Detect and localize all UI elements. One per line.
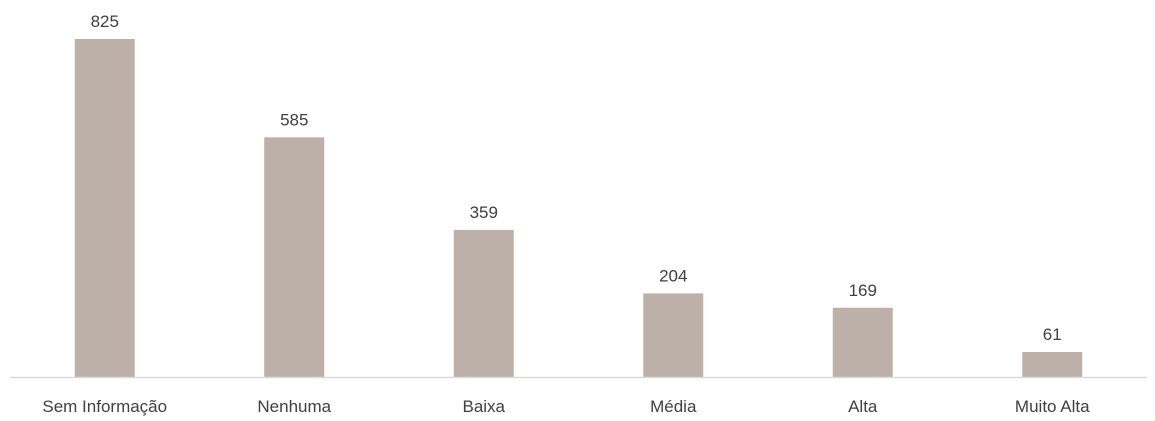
bar-3 [643,293,704,377]
x-tick-label-4: Alta [848,397,878,416]
bar-2 [453,229,514,377]
x-tick-label-3: Média [650,397,697,416]
data-labels-group: 825 585 359 204 169 61 [91,12,1062,344]
x-tick-label-1: Nenhuma [257,397,331,416]
data-label-0: 825 [91,12,119,31]
bar-5 [1022,352,1083,377]
bars-group [74,39,1083,377]
x-tick-labels-group: Sem Informação Nenhuma Baixa Média Alta Muito… [42,397,1090,416]
data-label-1: 585 [280,110,308,129]
data-label-4: 169 [849,281,877,300]
data-label-2: 359 [470,203,498,222]
x-tick-label-5: Muito Alta [1015,397,1090,416]
x-tick-label-2: Baixa [462,397,505,416]
data-label-3: 204 [659,266,687,285]
bar-0 [74,39,135,377]
bar-4 [832,307,893,377]
data-label-5: 61 [1043,325,1062,344]
bar-1 [264,137,325,377]
x-tick-label-0: Sem Informação [42,397,167,416]
